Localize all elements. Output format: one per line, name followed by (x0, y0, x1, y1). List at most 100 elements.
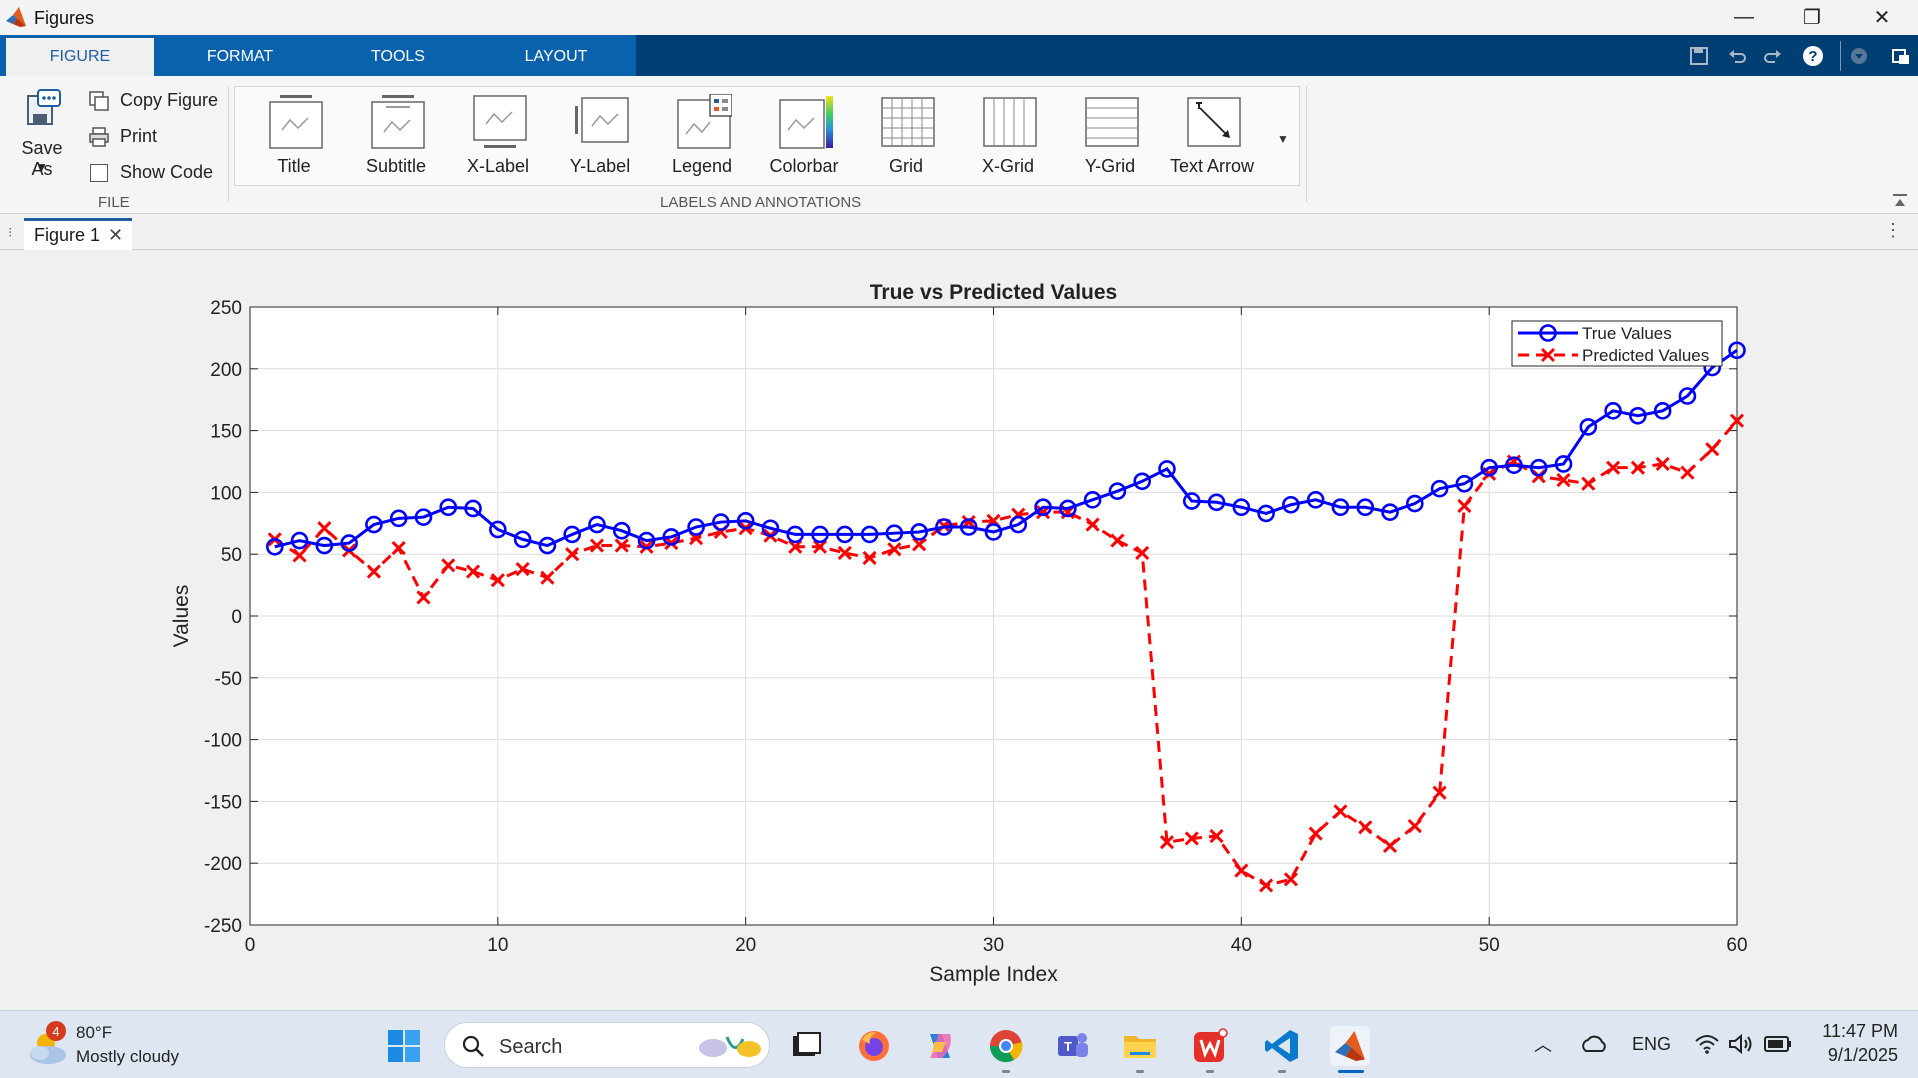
x-grid-button[interactable]: X-Grid (958, 94, 1058, 184)
data-point-true-values[interactable] (885, 524, 904, 542)
data-point-true-values[interactable] (290, 531, 309, 550)
data-point-true-values[interactable] (389, 509, 408, 528)
data-point-true-values[interactable] (1406, 494, 1424, 513)
data-point-true-values[interactable] (1579, 418, 1598, 436)
chrome-button[interactable] (986, 1026, 1026, 1066)
data-point-true-values[interactable] (811, 525, 829, 544)
data-point-true-values[interactable] (315, 536, 334, 555)
gallery-expand-icon[interactable]: ▼ (1277, 132, 1289, 146)
grid-button[interactable]: Grid (856, 94, 956, 184)
data-point-true-values[interactable] (612, 521, 631, 540)
data-point-true-values[interactable] (1331, 498, 1350, 517)
series-line-true-values[interactable] (274, 349, 1738, 549)
data-point-true-values[interactable] (1480, 458, 1498, 477)
data-point-true-values[interactable] (959, 518, 978, 536)
volume-icon[interactable] (1728, 1033, 1754, 1055)
data-point-true-values[interactable] (637, 531, 656, 550)
y-label-button[interactable]: Y-Label (550, 94, 650, 184)
data-point-true-values[interactable] (1604, 402, 1622, 420)
clock-time[interactable]: 11:47 PM (1822, 1021, 1898, 1041)
colorbar-button[interactable]: Colorbar (754, 94, 854, 184)
data-point-true-values[interactable] (538, 536, 557, 555)
close-button[interactable]: ✕ (1854, 0, 1910, 35)
restore-button[interactable]: ❐ (1784, 0, 1840, 35)
language-indicator[interactable]: ENG (1632, 1034, 1672, 1054)
save-as-button[interactable]: Save As ▼ (10, 88, 74, 188)
data-point-true-values[interactable] (1108, 482, 1127, 500)
data-point-true-values[interactable] (265, 537, 284, 556)
data-point-true-values[interactable] (687, 518, 705, 536)
data-point-true-values[interactable] (761, 519, 780, 538)
data-point-true-values[interactable] (1381, 503, 1399, 521)
copilot-button[interactable] (920, 1026, 960, 1066)
data-point-true-values[interactable] (439, 498, 458, 517)
data-point-true-values[interactable] (1158, 460, 1176, 478)
text-arrow-button[interactable]: Text Arrow (1162, 94, 1262, 184)
battery-icon[interactable] (1764, 1035, 1792, 1053)
x-label-button[interactable]: X-Label (448, 94, 548, 184)
dock-icon[interactable] (1888, 43, 1914, 69)
data-point-true-values[interactable] (1257, 504, 1275, 523)
minimize-button[interactable]: — (1716, 0, 1772, 35)
wps-office-button[interactable] (1190, 1026, 1230, 1066)
data-point-true-values[interactable] (1529, 458, 1548, 477)
subtitle-button[interactable]: Subtitle (346, 94, 446, 184)
firefox-button[interactable] (854, 1026, 894, 1066)
tab-figure-1[interactable]: Figure 1 ✕ (24, 218, 132, 250)
save-icon[interactable] (1686, 43, 1712, 69)
data-point-true-values[interactable] (513, 530, 532, 549)
y-grid-button[interactable]: Y-Grid (1060, 94, 1160, 184)
taskbar-search[interactable]: Search (444, 1022, 770, 1068)
help-button[interactable]: ? (1800, 43, 1826, 69)
tab-format[interactable]: FORMAT (206, 48, 274, 65)
tab-tools[interactable]: TOOLS (371, 48, 425, 65)
data-point-true-values[interactable] (588, 515, 606, 534)
drag-handle-icon[interactable]: ⁝ (8, 224, 13, 240)
data-point-true-values[interactable] (1009, 515, 1028, 534)
data-point-true-values[interactable] (365, 515, 383, 534)
data-point-true-values[interactable] (464, 499, 482, 518)
data-point-true-values[interactable] (1653, 402, 1672, 420)
data-point-true-values[interactable] (1306, 491, 1325, 509)
vscode-button[interactable] (1262, 1026, 1302, 1066)
data-point-true-values[interactable] (1629, 406, 1647, 425)
data-point-true-values[interactable] (340, 534, 358, 552)
legend-button[interactable]: Legend (652, 94, 752, 184)
redo-icon[interactable] (1760, 43, 1786, 69)
data-point-true-values[interactable] (935, 518, 953, 536)
plot-svg[interactable]: 0 10 20 30 40 50 60 250 200 150 100 50 0 -50 -100 -150 -… (0, 250, 1918, 1010)
start-button[interactable] (384, 1026, 424, 1066)
data-point-true-values[interactable] (1232, 498, 1251, 517)
data-point-true-values[interactable] (910, 523, 928, 541)
data-point-true-values[interactable] (786, 525, 805, 544)
weather-widget[interactable]: 4 80°F Mostly cloudy (22, 1021, 202, 1071)
data-point-true-values[interactable] (1554, 455, 1573, 473)
task-view-button[interactable] (786, 1026, 826, 1066)
data-point-true-values[interactable] (835, 525, 854, 544)
data-point-true-values[interactable] (860, 525, 879, 544)
data-point-true-values[interactable] (662, 528, 681, 546)
data-point-true-values[interactable] (1059, 499, 1077, 518)
wifi-icon[interactable] (1694, 1033, 1720, 1055)
legend[interactable]: True Values Predicted Values (1511, 320, 1723, 367)
minimize-ribbon-icon[interactable] (1892, 192, 1908, 208)
data-point-true-values[interactable] (1505, 456, 1523, 475)
data-point-true-values[interactable] (984, 523, 1003, 541)
data-point-true-values[interactable] (414, 508, 433, 526)
collapse-ribbon-icon[interactable] (1846, 43, 1872, 69)
matlab-taskbar-button[interactable] (1330, 1026, 1370, 1066)
tab-figure[interactable]: FIGURE (6, 38, 154, 76)
data-point-true-values[interactable] (1455, 474, 1474, 493)
data-point-true-values[interactable] (1728, 341, 1746, 360)
onedrive-icon[interactable] (1580, 1033, 1608, 1055)
data-point-true-values[interactable] (1034, 498, 1052, 517)
data-point-true-values[interactable] (1678, 387, 1697, 405)
data-point-true-values[interactable] (563, 525, 581, 544)
data-point-true-values[interactable] (1430, 479, 1449, 498)
undo-icon[interactable] (1724, 43, 1750, 69)
figure-canvas[interactable]: 0 10 20 30 40 50 60 250 200 150 100 50 0 -50 -100 -150 -… (0, 250, 1918, 1010)
teams-button[interactable]: T (1052, 1026, 1092, 1066)
clock-date[interactable]: 9/1/2025 (1827, 1045, 1898, 1065)
data-point-true-values[interactable] (1356, 498, 1375, 517)
title-button[interactable]: Title (244, 94, 344, 184)
